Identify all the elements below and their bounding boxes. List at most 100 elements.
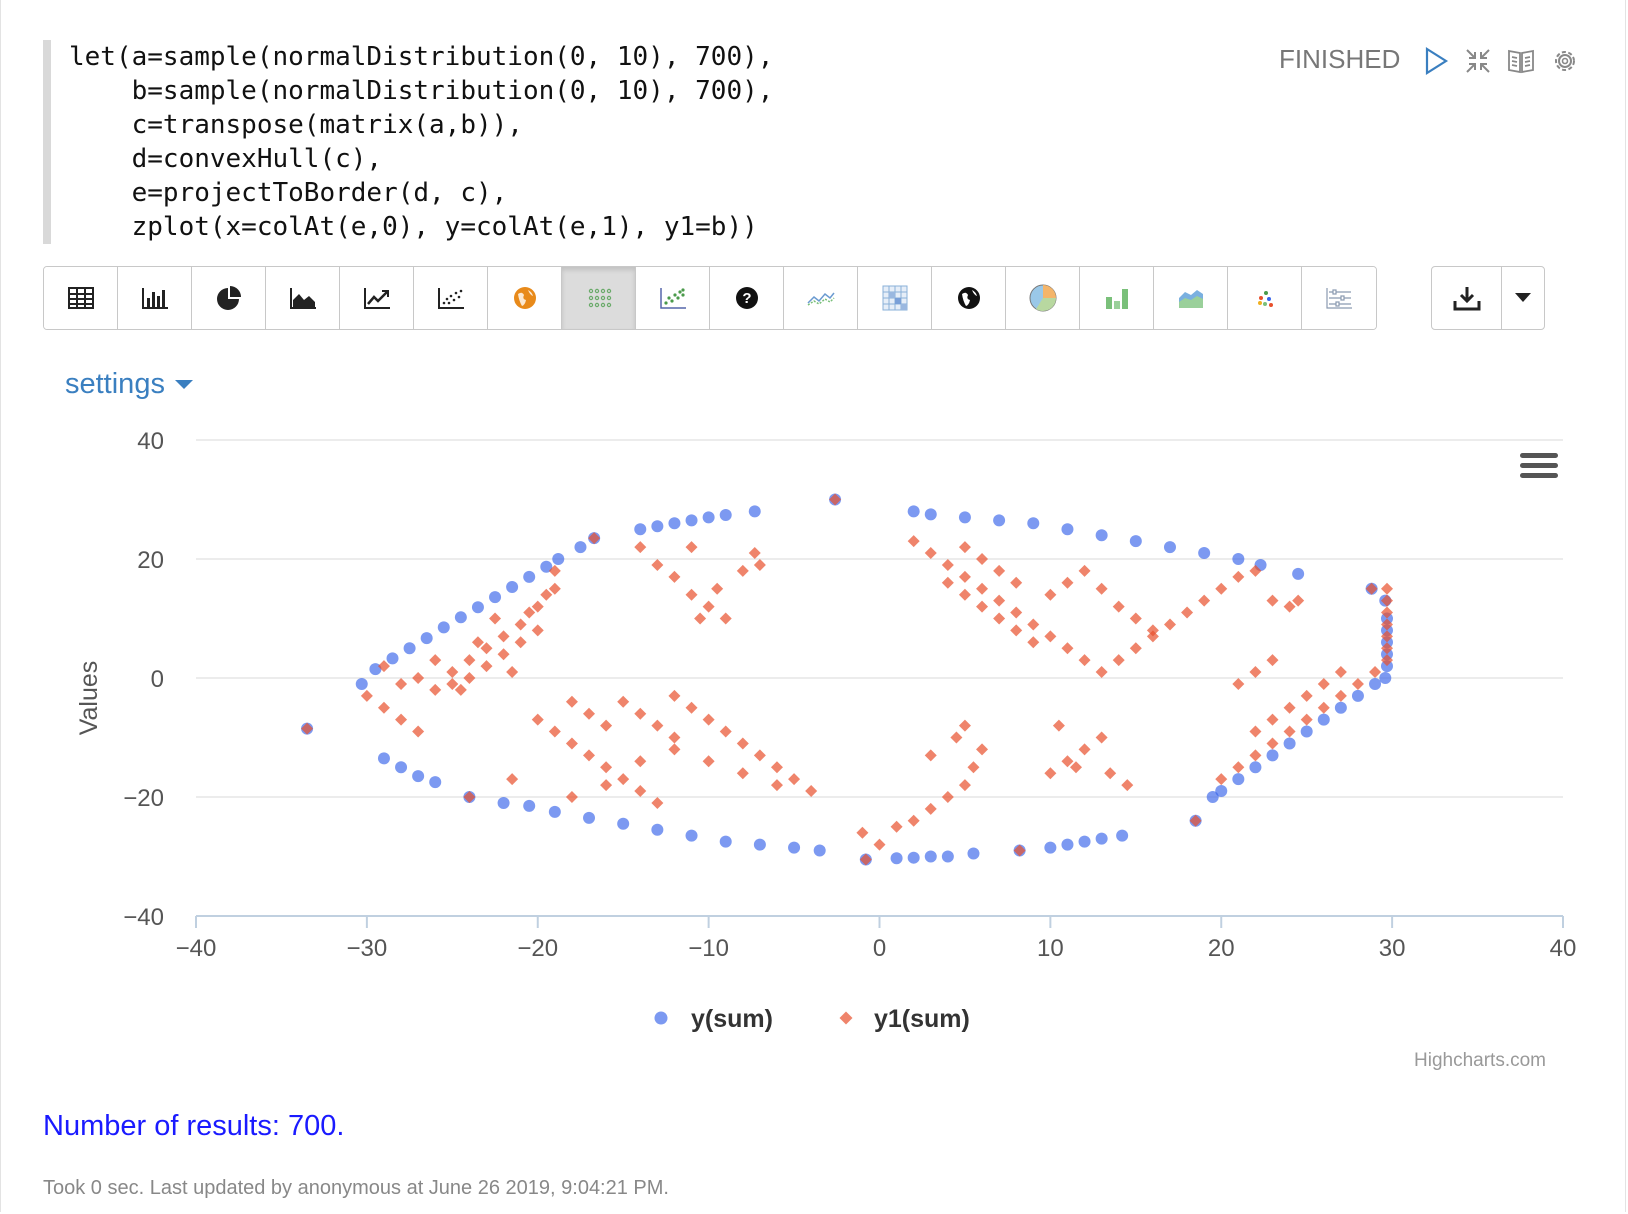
scatter-chart-icon[interactable]	[414, 267, 488, 329]
data-point	[523, 606, 536, 619]
globe-orange-icon[interactable]	[488, 267, 562, 329]
area-chart-icon[interactable]	[266, 267, 340, 329]
data-point	[702, 713, 715, 726]
data-point	[1249, 761, 1262, 774]
data-point	[446, 677, 459, 690]
gear-icon[interactable]	[1548, 44, 1582, 78]
data-point	[617, 773, 630, 786]
data-point	[395, 761, 408, 774]
data-point	[548, 582, 561, 595]
svg-text:?: ?	[742, 290, 751, 307]
line-chart-icon[interactable]	[340, 267, 414, 329]
settings-dropdown[interactable]: settings	[65, 368, 193, 401]
legend-item[interactable]: y(sum)	[654, 1005, 773, 1033]
data-point	[890, 820, 903, 833]
series-y1(sum)	[301, 493, 1393, 866]
bar-chart-icon[interactable]	[118, 267, 192, 329]
data-point	[412, 672, 425, 684]
data-point	[1300, 725, 1313, 738]
data-point	[685, 541, 698, 554]
data-point	[377, 660, 390, 673]
data-point	[1351, 677, 1364, 690]
data-point	[523, 570, 536, 583]
caret-down-icon[interactable]	[1502, 267, 1544, 329]
area-color-icon[interactable]	[1154, 267, 1228, 329]
data-point	[1266, 749, 1279, 762]
data-point	[1129, 612, 1142, 625]
code-line: b=sample(normalDistribution(0, 10), 700)…	[69, 76, 774, 106]
data-point	[588, 532, 601, 545]
data-point	[301, 722, 314, 735]
line-multi-icon[interactable]	[784, 267, 858, 329]
data-point	[1027, 636, 1040, 649]
download-icon[interactable]	[1432, 267, 1502, 329]
scatter-color-icon[interactable]	[1228, 267, 1302, 329]
data-point	[711, 582, 724, 595]
data-point	[668, 731, 681, 744]
data-point	[1380, 606, 1393, 619]
data-point	[924, 749, 937, 762]
data-point	[1380, 654, 1393, 667]
data-point	[429, 654, 442, 667]
data-point	[429, 683, 442, 696]
data-point	[907, 535, 920, 548]
help-icon[interactable]: ?	[710, 267, 784, 329]
y-tick-label: 40	[137, 428, 164, 455]
data-point	[967, 761, 980, 774]
table-icon[interactable]	[44, 267, 118, 329]
data-point	[1061, 576, 1074, 589]
data-point	[719, 612, 732, 625]
data-point	[395, 677, 408, 690]
y-tick-label: −40	[123, 904, 164, 931]
x-tick-label: 40	[1550, 935, 1577, 962]
data-point	[446, 666, 459, 679]
book-icon[interactable]	[1504, 44, 1538, 78]
data-point	[651, 823, 664, 836]
chart-credits[interactable]: Highcharts.com	[1414, 1050, 1546, 1071]
code-line: let(a=sample(normalDistribution(0, 10), …	[69, 42, 774, 72]
data-point	[454, 683, 467, 696]
data-point	[1198, 594, 1211, 607]
data-point	[958, 541, 971, 554]
data-point	[1163, 618, 1176, 631]
data-point	[1052, 719, 1065, 732]
data-point	[694, 612, 707, 625]
data-point	[1198, 547, 1211, 560]
data-point	[617, 695, 630, 708]
data-point	[540, 560, 553, 573]
data-point	[685, 829, 698, 842]
data-point	[1095, 832, 1108, 845]
pie-chart-icon[interactable]	[192, 267, 266, 329]
data-point	[1380, 630, 1393, 643]
scatter-dots-icon[interactable]	[636, 267, 710, 329]
data-point	[958, 588, 971, 601]
data-point	[924, 508, 937, 521]
data-point	[1232, 773, 1245, 786]
data-point	[574, 541, 587, 554]
chart-menu-icon[interactable]	[1520, 453, 1558, 478]
data-point	[531, 713, 544, 726]
bubble-grid-icon[interactable]	[562, 267, 636, 329]
data-point	[437, 621, 450, 634]
y-axis-label: Values	[75, 661, 103, 736]
data-point	[651, 719, 664, 732]
x-tick-label: 30	[1379, 935, 1406, 962]
slider-icon[interactable]	[1302, 267, 1376, 329]
data-point	[1121, 779, 1134, 792]
data-point	[907, 814, 920, 827]
collapse-icon[interactable]	[1461, 44, 1495, 78]
code-line: zplot(x=colAt(e,0), y=colAt(e,1), y1=b))	[69, 212, 758, 242]
heatmap-icon[interactable]	[858, 267, 932, 329]
globe-icon[interactable]	[932, 267, 1006, 329]
legend-symbol	[654, 1011, 668, 1025]
data-point	[531, 624, 544, 637]
pie-color-icon[interactable]	[1006, 267, 1080, 329]
data-point	[1010, 624, 1023, 637]
bar-color-icon[interactable]	[1080, 267, 1154, 329]
data-point	[976, 553, 989, 565]
data-point	[941, 558, 954, 571]
legend-item[interactable]: y1(sum)	[839, 1005, 970, 1033]
run-icon[interactable]	[1419, 44, 1453, 78]
code-editor[interactable]: let(a=sample(normalDistribution(0, 10), …	[43, 40, 1251, 244]
